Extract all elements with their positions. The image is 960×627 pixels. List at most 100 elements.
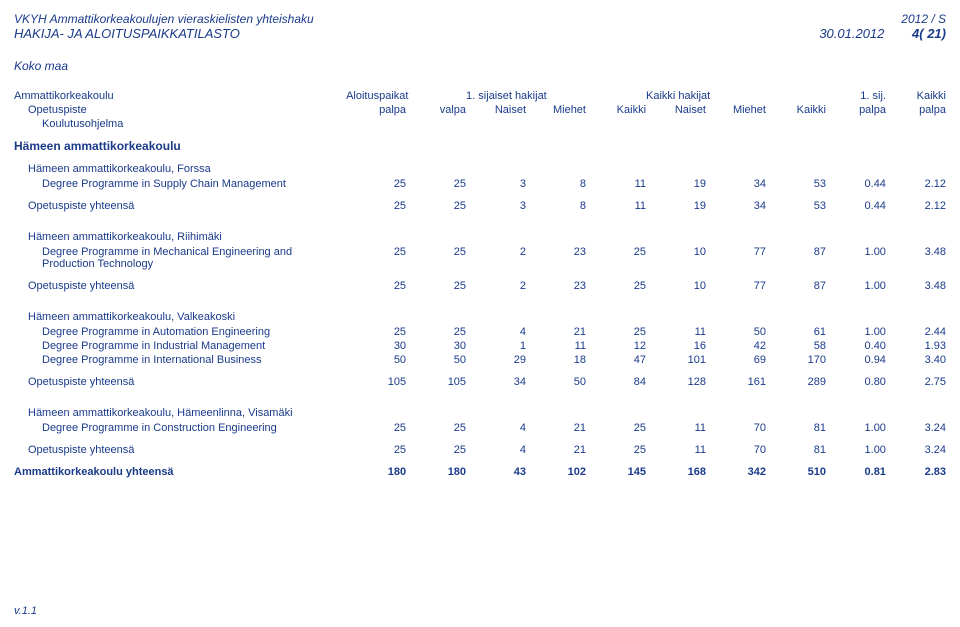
program-row: Degree Programme in Supply Chain Managem… xyxy=(14,177,946,191)
program-row: Degree Programme in Construction Enginee… xyxy=(14,421,946,435)
gt-v5: 168 xyxy=(646,465,706,479)
site-total-value: 50 xyxy=(526,375,586,389)
site-table: Degree Programme in Construction Enginee… xyxy=(14,421,946,465)
colhead-aloitus: Aloituspaikat xyxy=(346,89,466,103)
site-total-value: 161 xyxy=(706,375,766,389)
colhead-miehet1: Miehet xyxy=(526,103,586,117)
site-total-value: 34 xyxy=(466,375,526,389)
colhead-miehet2: Miehet xyxy=(706,103,766,117)
program-value: 58 xyxy=(766,339,826,353)
header-date: 30.01.2012 xyxy=(819,26,884,41)
program-value: 4 xyxy=(466,325,526,339)
site-total-value: 77 xyxy=(706,279,766,293)
program-value: 34 xyxy=(706,177,766,191)
program-value: 170 xyxy=(766,353,826,367)
program-value: 1.00 xyxy=(826,325,886,339)
program-value: 25 xyxy=(406,421,466,435)
site-table: Degree Programme in Mechanical Engineeri… xyxy=(14,245,946,301)
colhead-c2: Opetuspiste xyxy=(14,103,346,117)
gt-v7: 510 xyxy=(766,465,826,479)
site-total-value: 2.75 xyxy=(886,375,946,389)
site-total-value: 0.80 xyxy=(826,375,886,389)
colhead-kaikki2: Kaikki xyxy=(886,89,946,103)
report-subheader: HAKIJA- JA ALOITUSPAIKKATILASTO 30.01.20… xyxy=(14,26,946,41)
program-value: 11 xyxy=(526,339,586,353)
program-value: 53 xyxy=(766,177,826,191)
gt-v4: 145 xyxy=(586,465,646,479)
site-total-value: 3 xyxy=(466,199,526,213)
program-value: 16 xyxy=(646,339,706,353)
program-label: Degree Programme in Industrial Managemen… xyxy=(14,339,346,353)
site-total-value: 1.00 xyxy=(826,279,886,293)
header-title1: VKYH Ammattikorkeakoulujen vieraskielist… xyxy=(14,12,314,26)
site-name: Hämeen ammattikorkeakoulu, Valkeakoski xyxy=(14,311,946,323)
site-table: Degree Programme in Automation Engineeri… xyxy=(14,325,946,397)
sites-container: Hämeen ammattikorkeakoulu, ForssaDegree … xyxy=(14,163,946,465)
colhead-sij1: 1. sijaiset hakijat xyxy=(466,89,646,103)
site-total-value: 3.24 xyxy=(886,443,946,457)
program-value: 1.00 xyxy=(826,421,886,435)
region-label: Koko maa xyxy=(14,59,946,73)
grand-total-label: Ammattikorkeakoulu yhteensä xyxy=(14,465,346,479)
program-row: Degree Programme in Mechanical Engineeri… xyxy=(14,245,946,271)
program-value: 50 xyxy=(346,353,406,367)
site-total-value: 25 xyxy=(406,199,466,213)
program-value: 25 xyxy=(346,325,406,339)
site-total-value: 81 xyxy=(766,443,826,457)
site-total-value: 2.12 xyxy=(886,199,946,213)
colhead-kaikki3: Kaikki xyxy=(766,103,826,117)
program-value: 21 xyxy=(526,325,586,339)
program-value: 1.00 xyxy=(826,245,886,271)
program-value: 77 xyxy=(706,245,766,271)
site-total-value: 1.00 xyxy=(826,443,886,457)
program-value: 1.93 xyxy=(886,339,946,353)
program-value: 2 xyxy=(466,245,526,271)
colhead-kaikkihak: Kaikki hakijat xyxy=(646,89,826,103)
site-total-value: 25 xyxy=(346,443,406,457)
gt-v6: 342 xyxy=(706,465,766,479)
program-value: 70 xyxy=(706,421,766,435)
gt-v3: 102 xyxy=(526,465,586,479)
footer-version: v.1.1 xyxy=(14,605,37,617)
site-total-value: 25 xyxy=(406,443,466,457)
site-total-label: Opetuspiste yhteensä xyxy=(14,443,346,457)
program-value: 21 xyxy=(526,421,586,435)
site-total-label: Opetuspiste yhteensä xyxy=(14,199,346,213)
gt-v0: 180 xyxy=(346,465,406,479)
site-total-value: 87 xyxy=(766,279,826,293)
program-value: 42 xyxy=(706,339,766,353)
site-total-value: 25 xyxy=(346,279,406,293)
program-value: 25 xyxy=(406,245,466,271)
site-total-value: 11 xyxy=(646,443,706,457)
colhead-naiset2: Naiset xyxy=(646,103,706,117)
gt-v8: 0.81 xyxy=(826,465,886,479)
site-total-value: 25 xyxy=(346,199,406,213)
program-value: 29 xyxy=(466,353,526,367)
program-value: 69 xyxy=(706,353,766,367)
site-total-label: Opetuspiste yhteensä xyxy=(14,375,346,389)
site-total-row: Opetuspiste yhteensä2525223251077871.003… xyxy=(14,279,946,293)
program-value: 25 xyxy=(586,245,646,271)
program-value: 30 xyxy=(346,339,406,353)
program-value: 8 xyxy=(526,177,586,191)
program-label: Degree Programme in Supply Chain Managem… xyxy=(14,177,346,191)
program-value: 12 xyxy=(586,339,646,353)
site-total-value: 70 xyxy=(706,443,766,457)
program-value: 3.48 xyxy=(886,245,946,271)
colhead-kaikki1: Kaikki xyxy=(586,103,646,117)
program-value: 47 xyxy=(586,353,646,367)
site-total-value: 4 xyxy=(466,443,526,457)
program-value: 11 xyxy=(586,177,646,191)
gt-v9: 2.83 xyxy=(886,465,946,479)
program-value: 4 xyxy=(466,421,526,435)
site-name: Hämeen ammattikorkeakoulu, Riihimäki xyxy=(14,231,946,243)
site-total-value: 11 xyxy=(586,199,646,213)
colhead-palpa2: palpa xyxy=(826,103,886,117)
program-row: Degree Programme in Automation Engineeri… xyxy=(14,325,946,339)
program-value: 3.24 xyxy=(886,421,946,435)
site-total-value: 21 xyxy=(526,443,586,457)
program-value: 81 xyxy=(766,421,826,435)
site-total-value: 25 xyxy=(406,279,466,293)
header-page: 4( 21) xyxy=(912,26,946,41)
program-value: 23 xyxy=(526,245,586,271)
